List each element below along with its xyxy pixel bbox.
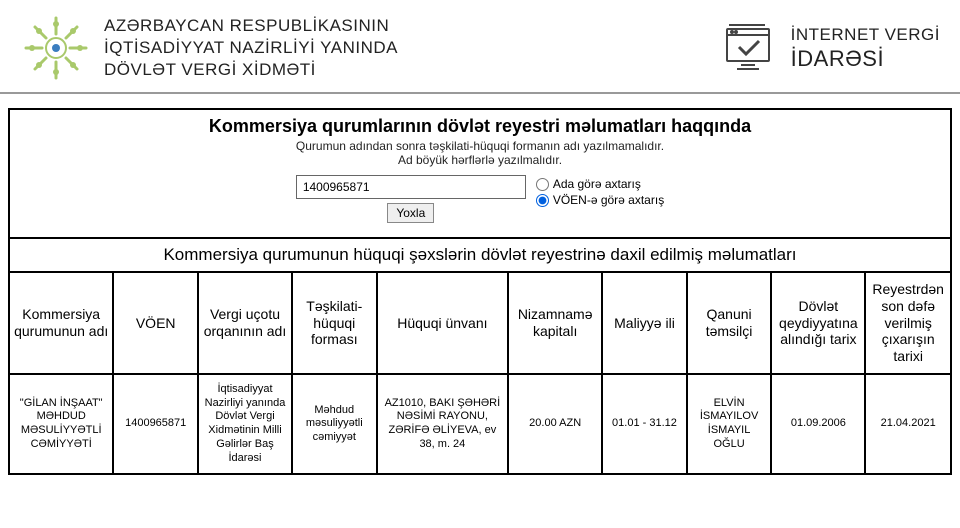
col-tax-authority: Vergi uçotu orqanının adı	[198, 273, 292, 374]
search-controls: Yoxla Ada görə axtarış VÖEN-ə görə axtar…	[10, 175, 950, 223]
col-legal-form: Təşkilati-hüquqi forması	[292, 273, 377, 374]
page-header: AZƏRBAYCAN RESPUBLİKASININ İQTİSADİYYAT …	[0, 0, 960, 94]
table-row: "GİLAN İNŞAAT" MƏHDUD MƏSULİYYƏTLİ CƏMİY…	[10, 374, 950, 474]
search-input-group: Yoxla	[296, 175, 526, 223]
cell-legal-rep: ELVİN İSMAYILOV İSMAYIL OĞLU	[687, 374, 772, 474]
cell-legal-form: Məhdud məsuliyyətli cəmiyyət	[292, 374, 377, 474]
cell-fiscal-year: 01.01 - 31.12	[602, 374, 687, 474]
header-right: İNTERNET VERGİ İDARƏSİ	[719, 19, 940, 77]
header-line-3: DÖVLƏT VERGİ XİDMƏTİ	[104, 59, 398, 81]
search-section: Kommersiya qurumlarının dövlət reyestri …	[10, 110, 950, 239]
header-left: AZƏRBAYCAN RESPUBLİKASININ İQTİSADİYYAT …	[20, 12, 398, 84]
col-fiscal-year: Maliyyə ili	[602, 273, 687, 374]
cell-legal-address: AZ1010, BAKI ŞƏHƏRİ NƏSİMİ RAYONU, ZƏRİF…	[377, 374, 509, 474]
main-panel: Kommersiya qurumlarının dövlət reyestri …	[8, 108, 952, 475]
radio-by-name-input[interactable]	[536, 178, 549, 191]
registry-table: Kommersiya qurumunun adı VÖEN Vergi uçot…	[10, 273, 950, 473]
cell-registration-date: 01.09.2006	[771, 374, 865, 474]
col-voen: VÖEN	[113, 273, 198, 374]
radio-by-voen-input[interactable]	[536, 194, 549, 207]
cell-tax-authority: İqtisadiyyat Nazirliyi yanında Dövlət Ve…	[198, 374, 292, 474]
table-title: Kommersiya qurumunun hüquqi şəxslərin dö…	[10, 239, 950, 273]
search-instruction-1: Qurumun adından sonra təşkilati-hüquqi f…	[10, 139, 950, 153]
search-title: Kommersiya qurumlarının dövlət reyestri …	[10, 116, 950, 137]
search-instruction-2: Ad böyük hərflərlə yazılmalıdır.	[10, 153, 950, 167]
header-line-1: AZƏRBAYCAN RESPUBLİKASININ	[104, 15, 398, 37]
col-legal-address: Hüquqi ünvanı	[377, 273, 509, 374]
cell-last-extract-date: 21.04.2021	[865, 374, 950, 474]
header-line-2: İQTİSADİYYAT NAZİRLİYİ YANINDA	[104, 37, 398, 59]
header-portal-title: İNTERNET VERGİ İDARƏSİ	[791, 24, 940, 73]
cell-company-name: "GİLAN İNŞAAT" MƏHDUD MƏSULİYYƏTLİ CƏMİY…	[10, 374, 113, 474]
computer-check-icon	[719, 19, 777, 77]
radio-by-name-label: Ada görə axtarış	[553, 177, 641, 191]
col-last-extract-date: Reyestrdən son dəfə verilmiş çıxarışın t…	[865, 273, 950, 374]
state-emblem-logo	[20, 12, 92, 84]
col-charter-capital: Nizamnamə kapitalı	[508, 273, 602, 374]
radio-by-name[interactable]: Ada görə axtarış	[536, 177, 664, 191]
header-ministry-title: AZƏRBAYCAN RESPUBLİKASININ İQTİSADİYYAT …	[104, 15, 398, 81]
cell-charter-capital: 20.00 AZN	[508, 374, 602, 474]
portal-line-2: İDARƏSİ	[791, 45, 940, 73]
voen-input[interactable]	[296, 175, 526, 199]
col-legal-rep: Qanuni təmsilçi	[687, 273, 772, 374]
table-header-row: Kommersiya qurumunun adı VÖEN Vergi uçot…	[10, 273, 950, 374]
portal-line-1: İNTERNET VERGİ	[791, 24, 940, 45]
cell-voen: 1400965871	[113, 374, 198, 474]
check-button[interactable]: Yoxla	[387, 203, 434, 223]
radio-by-voen[interactable]: VÖEN-ə görə axtarış	[536, 193, 664, 207]
search-type-radio-group: Ada görə axtarış VÖEN-ə görə axtarış	[536, 175, 664, 209]
radio-by-voen-label: VÖEN-ə görə axtarış	[553, 193, 664, 207]
col-registration-date: Dövlət qeydiyyatına alındığı tarix	[771, 273, 865, 374]
col-company-name: Kommersiya qurumunun adı	[10, 273, 113, 374]
